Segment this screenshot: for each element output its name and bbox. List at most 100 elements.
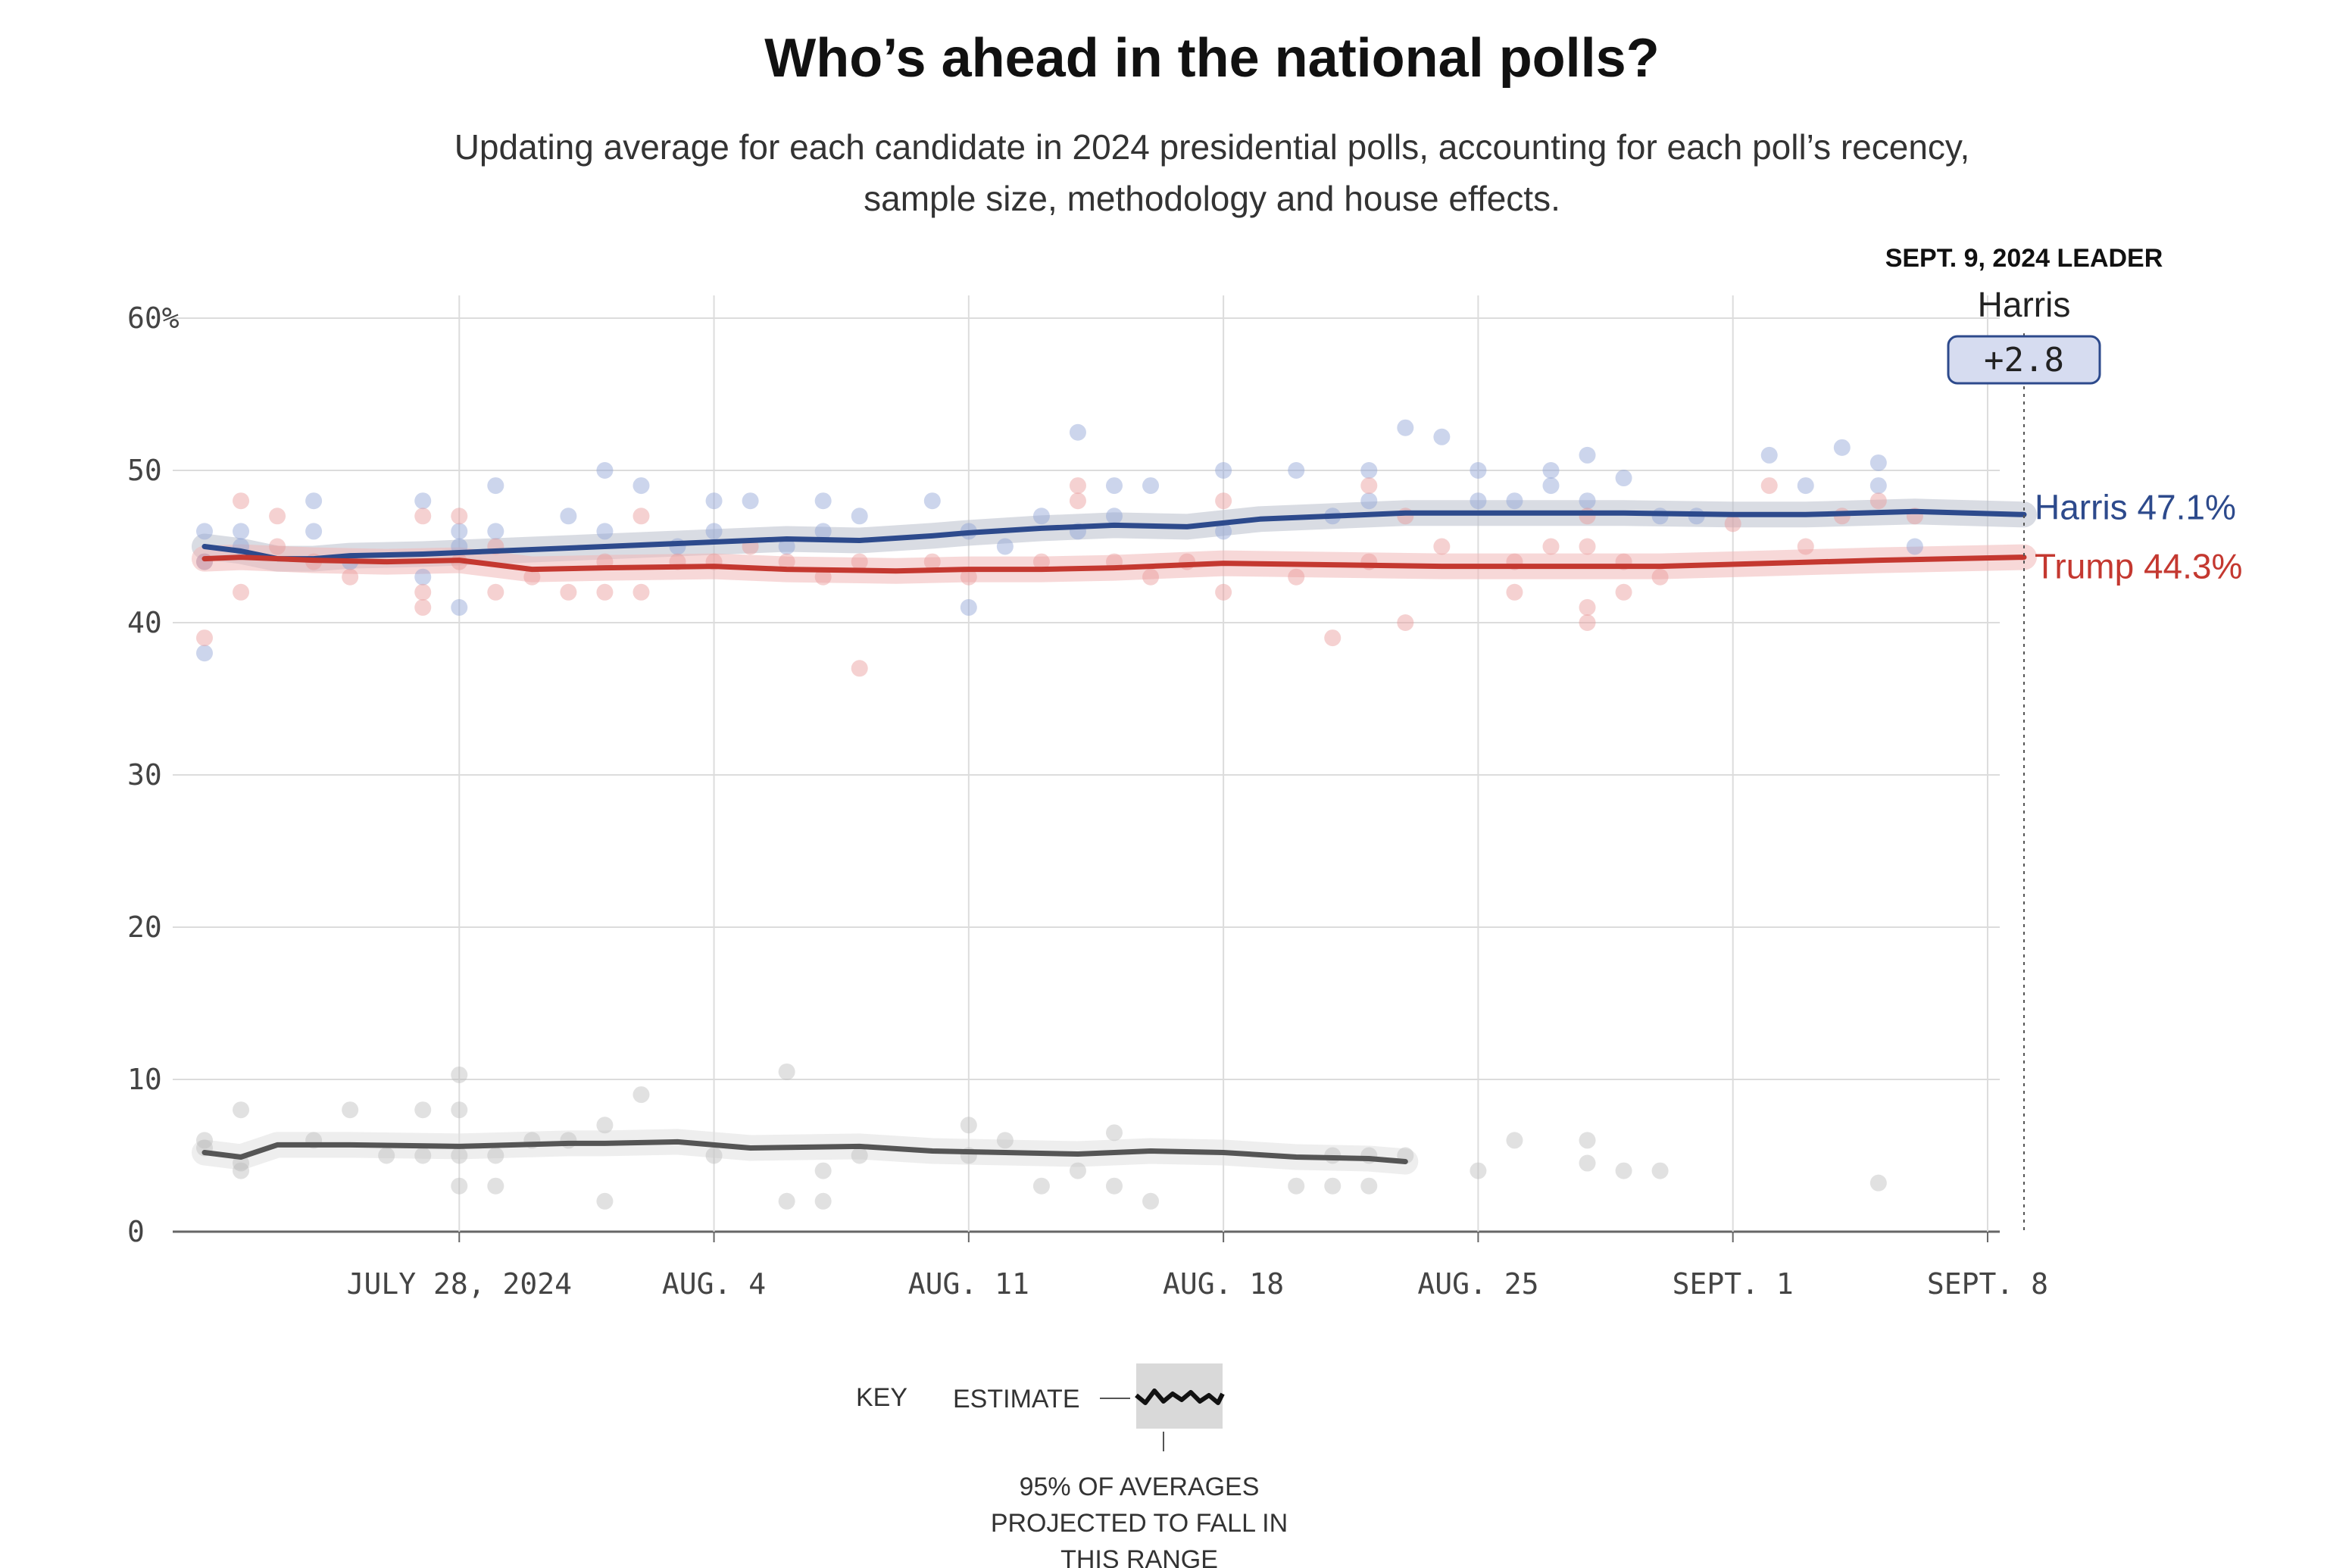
harris-poll-dot xyxy=(1869,477,1887,495)
harris-poll-dot xyxy=(1470,492,1487,510)
x-tick-label: AUG. 25 xyxy=(1417,1267,1538,1301)
trump-poll-dot xyxy=(778,553,795,570)
other-poll-dot xyxy=(1142,1192,1160,1210)
trump-poll-dot xyxy=(1288,568,1305,586)
other-poll-dot xyxy=(1615,1162,1632,1179)
harris-poll-dot xyxy=(1433,428,1451,445)
trump-poll-dot xyxy=(196,629,213,647)
other-average-line xyxy=(201,1139,1408,1164)
y-tick-label: 60% xyxy=(127,301,180,335)
harris-poll-dot xyxy=(196,645,213,662)
y-tick-label: 40 xyxy=(127,606,162,639)
y-tick-label: 20 xyxy=(127,911,162,944)
other-poll-dot xyxy=(1869,1174,1887,1192)
harris-poll-dot xyxy=(1506,492,1523,510)
other-poll-dot xyxy=(451,1101,468,1119)
harris-poll-dot xyxy=(1288,462,1305,479)
trump-poll-dot xyxy=(1215,492,1232,510)
harris-poll-dot xyxy=(778,538,795,555)
trump-poll-dot xyxy=(451,508,468,525)
trump-poll-dot xyxy=(269,508,286,525)
harris-poll-dot xyxy=(742,492,759,510)
trump-poll-dot xyxy=(1069,492,1086,510)
harris-poll-dot xyxy=(851,508,868,525)
trump-poll-dot xyxy=(1579,538,1596,555)
trump-poll-dot xyxy=(1032,553,1050,570)
harris-poll-dot xyxy=(487,523,504,540)
other-poll-dot xyxy=(1579,1132,1596,1149)
trump-poll-dot xyxy=(1760,477,1778,495)
harris-poll-dot xyxy=(1833,439,1851,456)
harris-poll-dot xyxy=(1360,492,1378,510)
harris-poll-dot xyxy=(1142,477,1160,495)
other-poll-dot xyxy=(778,1192,795,1210)
other-poll-dot xyxy=(851,1147,868,1164)
harris-poll-dot xyxy=(1542,462,1560,479)
harris-poll-dot xyxy=(414,568,432,586)
other-poll-dot xyxy=(960,1117,977,1134)
harris-poll-dot xyxy=(1360,462,1378,479)
other-poll-dot xyxy=(1360,1177,1378,1195)
other-poll-dot xyxy=(1651,1162,1669,1179)
other-poll-dot xyxy=(814,1162,832,1179)
other-poll-dot xyxy=(414,1101,432,1119)
trump-poll-dot xyxy=(1360,477,1378,495)
harris-poll-dot xyxy=(451,598,468,616)
harris-poll-dot xyxy=(1069,423,1086,441)
other-poll-dot xyxy=(487,1177,504,1195)
harris-poll-dot xyxy=(451,523,468,540)
y-tick-label: 0 xyxy=(127,1215,145,1248)
leader-name: Harris xyxy=(1978,285,2071,324)
harris-poll-dot xyxy=(233,523,250,540)
key-range-label-line: PROJECTED TO FALL IN xyxy=(991,1509,1288,1538)
series-end-labels: Harris 47.1% Trump 44.3% xyxy=(2035,487,2242,586)
trump-poll-dot xyxy=(269,538,286,555)
other-poll-dot xyxy=(596,1117,614,1134)
trump-poll-dot xyxy=(414,583,432,601)
harris-poll-dot xyxy=(414,492,432,510)
leader-box: SEPT. 9, 2024 LEADER Harris +2.8 xyxy=(1885,244,2163,1232)
trump-poll-dot xyxy=(923,553,941,570)
harris-poll-dot xyxy=(705,492,723,510)
other-poll-dot xyxy=(451,1177,468,1195)
trump-poll-dot xyxy=(414,508,432,525)
trump-poll-dot xyxy=(1869,492,1887,510)
harris-poll-dot xyxy=(305,492,323,510)
trump-poll-dot xyxy=(1324,629,1342,647)
key-range-label-line: THIS RANGE xyxy=(1060,1545,1218,1568)
trump-poll-dot xyxy=(596,583,614,601)
harris-poll-dot xyxy=(560,508,577,525)
key-title: KEY xyxy=(856,1383,907,1412)
trump-poll-dot xyxy=(1542,538,1560,555)
harris-poll-dot xyxy=(1615,470,1632,487)
other-poll-dot xyxy=(1288,1177,1305,1195)
trump-poll-dot xyxy=(851,553,868,570)
harris-end-label: Harris 47.1% xyxy=(2035,487,2236,526)
harris-poll-dot xyxy=(1106,477,1123,495)
harris-poll-dot xyxy=(1470,462,1487,479)
trump-poll-dot xyxy=(560,583,577,601)
trump-poll-dot xyxy=(1579,598,1596,616)
trump-poll-dot xyxy=(233,492,250,510)
trump-poll-dot xyxy=(851,660,868,677)
trump-end-label: Trump 44.3% xyxy=(2035,547,2242,586)
trump-poll-dot xyxy=(1579,614,1596,631)
x-tick-label: AUG. 4 xyxy=(662,1267,766,1301)
key-range-label-line: 95% OF AVERAGES xyxy=(1020,1473,1260,1501)
trump-poll-dot xyxy=(1724,515,1741,533)
other-poll-dot xyxy=(1579,1154,1596,1172)
other-poll-dot xyxy=(487,1147,504,1164)
harris-poll-dot xyxy=(996,538,1014,555)
other-poll-dot xyxy=(633,1086,650,1104)
trump-poll-dot xyxy=(1506,583,1523,601)
trump-poll-dot xyxy=(633,508,650,525)
harris-poll-dot xyxy=(1797,477,1814,495)
y-tick-label: 30 xyxy=(127,758,162,792)
uncertainty-bands xyxy=(192,498,2037,1175)
other-poll-dot xyxy=(378,1147,395,1164)
y-tick-label: 10 xyxy=(127,1063,162,1096)
harris-poll-dot xyxy=(1215,523,1232,540)
other-poll-dot xyxy=(233,1101,250,1119)
harris-poll-dot xyxy=(923,492,941,510)
trump-poll-dot xyxy=(1215,583,1232,601)
